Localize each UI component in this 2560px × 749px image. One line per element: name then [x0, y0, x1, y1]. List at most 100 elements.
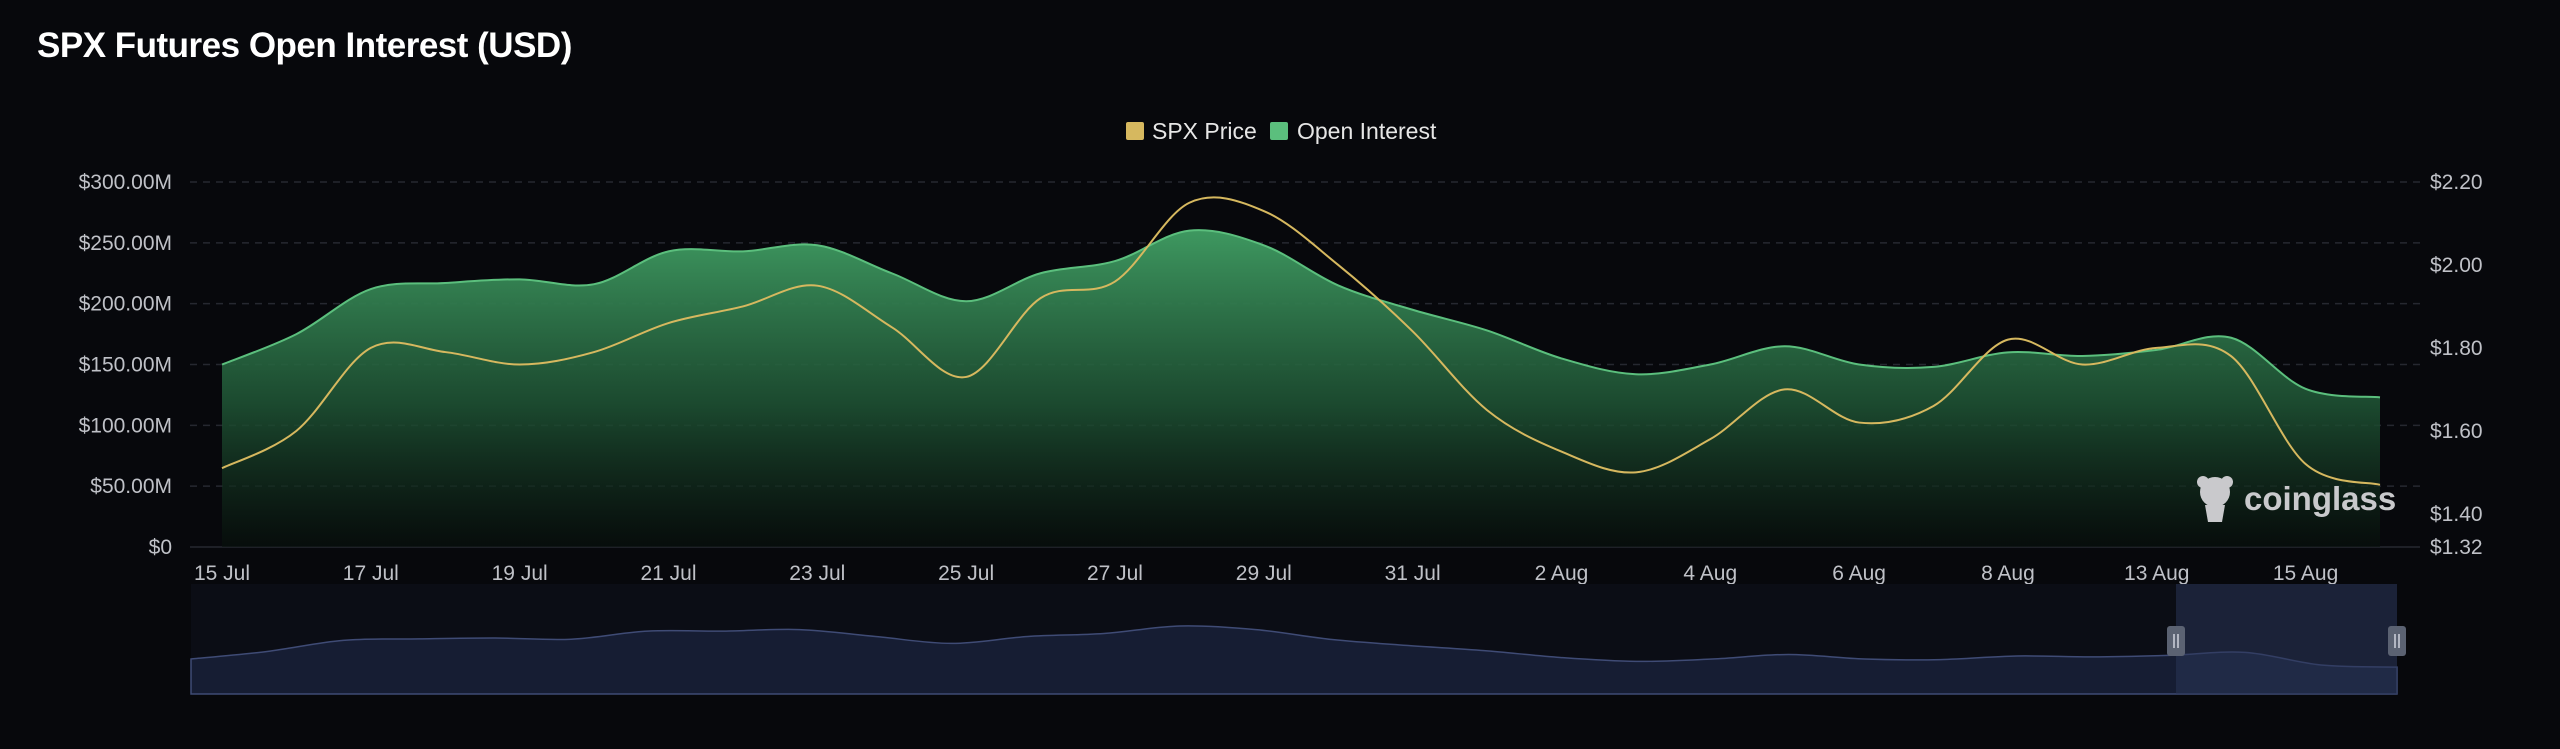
open-interest-point[interactable] [1857, 363, 1861, 367]
legend-swatch-open-interest [1270, 122, 1288, 140]
open-interest-point[interactable] [369, 287, 373, 291]
spx-price-point[interactable] [964, 375, 968, 379]
open-interest-point[interactable] [2304, 387, 2308, 391]
y-left-tick-label: $0 [149, 536, 172, 559]
spx-price-point[interactable] [1411, 329, 1415, 333]
spx-price-point[interactable] [1634, 470, 1638, 474]
x-axis: 15 Jul 17 Jul 19 Jul 21 Jul 23 Jul 25 Jul 27 J… [194, 562, 2338, 585]
y-left-tick-label: $50.00M [90, 475, 172, 498]
open-interest-point[interactable] [815, 243, 819, 247]
watermark-text: coinglass [2244, 480, 2396, 517]
spx-price-point[interactable] [890, 325, 894, 329]
spx-price-point[interactable] [741, 304, 745, 308]
spx-price-line [221, 196, 2381, 486]
legend-item-open-interest[interactable]: Open Interest [1270, 118, 1437, 144]
x-tick-label: 27 Jul [1087, 562, 1143, 585]
x-tick-label: 8 Aug [1981, 562, 2035, 585]
y-right-tick-label: $1.32 [2430, 536, 2483, 559]
spx-price-point[interactable] [666, 321, 670, 325]
x-tick-label: 17 Jul [343, 562, 399, 585]
spx-price-point[interactable] [592, 350, 596, 354]
navigator-left-handle[interactable] [2167, 626, 2185, 656]
open-interest-point[interactable] [1113, 259, 1117, 263]
open-interest-point[interactable] [220, 363, 224, 367]
x-tick-label: 2 Aug [1535, 562, 1589, 585]
y-left-tick-label: $200.00M [79, 293, 172, 316]
chart-title: SPX Futures Open Interest (USD) [37, 26, 572, 65]
legend-swatch-spx-price [1126, 122, 1144, 140]
spx-price-point[interactable] [1708, 437, 1712, 441]
spx-price-point[interactable] [1113, 280, 1117, 284]
y-right-tick-label: $1.60 [2430, 420, 2483, 443]
open-interest-point[interactable] [592, 282, 596, 286]
open-interest-point[interactable] [1336, 283, 1340, 287]
x-tick-label: 15 Jul [194, 562, 250, 585]
spx-price-point[interactable] [1857, 421, 1861, 425]
open-interest-point[interactable] [1262, 243, 1266, 247]
spx-price-point[interactable] [220, 466, 224, 470]
legend-label-spx-price: SPX Price [1152, 118, 1257, 144]
spx-price-point[interactable] [369, 346, 373, 350]
x-tick-label: 6 Aug [1832, 562, 1886, 585]
x-tick-label: 31 Jul [1385, 562, 1441, 585]
open-interest-area [222, 230, 2380, 547]
spx-price-point[interactable] [1262, 209, 1266, 213]
open-interest-line [221, 229, 2381, 399]
spx-price-point[interactable] [1336, 263, 1340, 267]
spx-price-point[interactable] [2304, 462, 2308, 466]
spx-price-point[interactable] [2155, 346, 2159, 350]
open-interest-point[interactable] [2080, 354, 2084, 358]
open-interest-point[interactable] [741, 249, 745, 253]
x-tick-label: 21 Jul [640, 562, 696, 585]
open-interest-point[interactable] [1932, 365, 1936, 369]
spx-price-point[interactable] [1039, 296, 1043, 300]
open-interest-point[interactable] [2229, 336, 2233, 340]
navigator-selection[interactable] [2176, 584, 2397, 694]
open-interest-point[interactable] [1708, 363, 1712, 367]
x-tick-label: 13 Aug [2124, 562, 2189, 585]
spx-price-point[interactable] [2080, 363, 2084, 367]
y-axis-left: $0 $50.00M $100.00M $150.00M $200.00M $250.00… [79, 171, 172, 559]
y-left-tick-label: $300.00M [79, 171, 172, 194]
spx-price-point[interactable] [815, 284, 819, 288]
legend-item-spx-price[interactable]: SPX Price [1126, 118, 1257, 144]
open-interest-point[interactable] [443, 281, 447, 285]
spx-price-point[interactable] [1783, 387, 1787, 391]
spx-price-point[interactable] [443, 350, 447, 354]
open-interest-point[interactable] [666, 249, 670, 253]
legend: SPX Price Open Interest [1126, 118, 1437, 144]
open-interest-point[interactable] [1039, 271, 1043, 275]
open-interest-point[interactable] [1783, 344, 1787, 348]
y-left-tick-label: $150.00M [79, 354, 172, 377]
spx-price-point[interactable] [1932, 404, 1936, 408]
open-interest-point[interactable] [2378, 395, 2382, 399]
y-right-tick-label: $2.00 [2430, 254, 2483, 277]
coinglass-watermark: coinglass [2197, 476, 2396, 522]
spx-price-point[interactable] [2006, 338, 2010, 342]
y-right-tick-label: $2.20 [2430, 171, 2483, 194]
open-interest-point[interactable] [518, 277, 522, 281]
y-axis-right: $1.32 $1.40 $1.60 $1.80 $2.00 $2.20 [2430, 171, 2483, 559]
x-tick-label: 29 Jul [1236, 562, 1292, 585]
navigator-right-handle[interactable] [2388, 626, 2406, 656]
spx-price-point[interactable] [1187, 201, 1191, 205]
spx-price-point[interactable] [518, 363, 522, 367]
spx-price-point[interactable] [2229, 354, 2233, 358]
open-interest-point[interactable] [1187, 229, 1191, 233]
open-interest-point[interactable] [964, 299, 968, 303]
spx-price-point[interactable] [1559, 450, 1563, 454]
coinglass-logo-icon [2197, 476, 2233, 522]
range-navigator[interactable] [190, 584, 2406, 695]
spx-price-point[interactable] [294, 429, 298, 433]
open-interest-point[interactable] [890, 271, 894, 275]
open-interest-point[interactable] [1559, 356, 1563, 360]
open-interest-point[interactable] [1485, 328, 1489, 332]
x-tick-label: 19 Jul [492, 562, 548, 585]
spx-price-point[interactable] [1485, 408, 1489, 412]
open-interest-point[interactable] [1411, 308, 1415, 312]
open-interest-point[interactable] [1634, 372, 1638, 376]
y-left-tick-label: $250.00M [79, 232, 172, 255]
open-interest-point[interactable] [294, 332, 298, 336]
open-interest-point[interactable] [2006, 350, 2010, 354]
